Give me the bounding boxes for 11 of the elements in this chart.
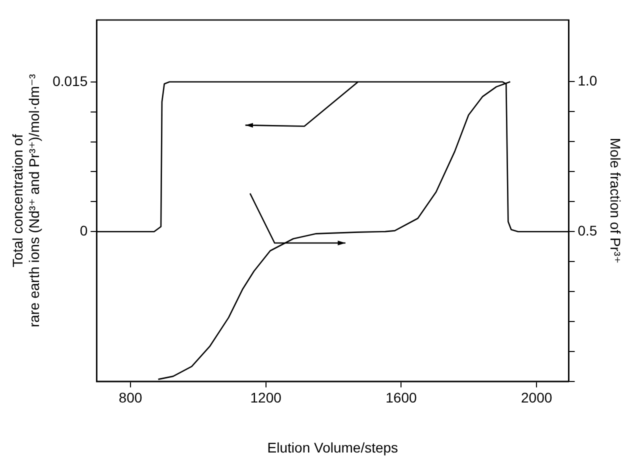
x-tick-label: 2000 [521,390,552,406]
y-tick-label: 0 [80,222,88,239]
y-axis-title: Total concentration of rare earth ions (Nd³⁺ and Pr³⁺)/mol·dm⁻³ [9,74,42,328]
y2-tick-label: 0.5 [578,222,598,238]
x-tick-label: 1200 [250,390,282,406]
x-axis-title: Elution Volume/steps [267,439,398,456]
y2-tick-label: 1.0 [578,72,598,89]
x-tick-label: 800 [118,390,142,406]
y-tick-label: 0.015 [52,72,88,89]
y2-axis-title: Mole fraction of Pr³⁺ [608,138,624,264]
x-tick-label: 1600 [386,390,417,406]
